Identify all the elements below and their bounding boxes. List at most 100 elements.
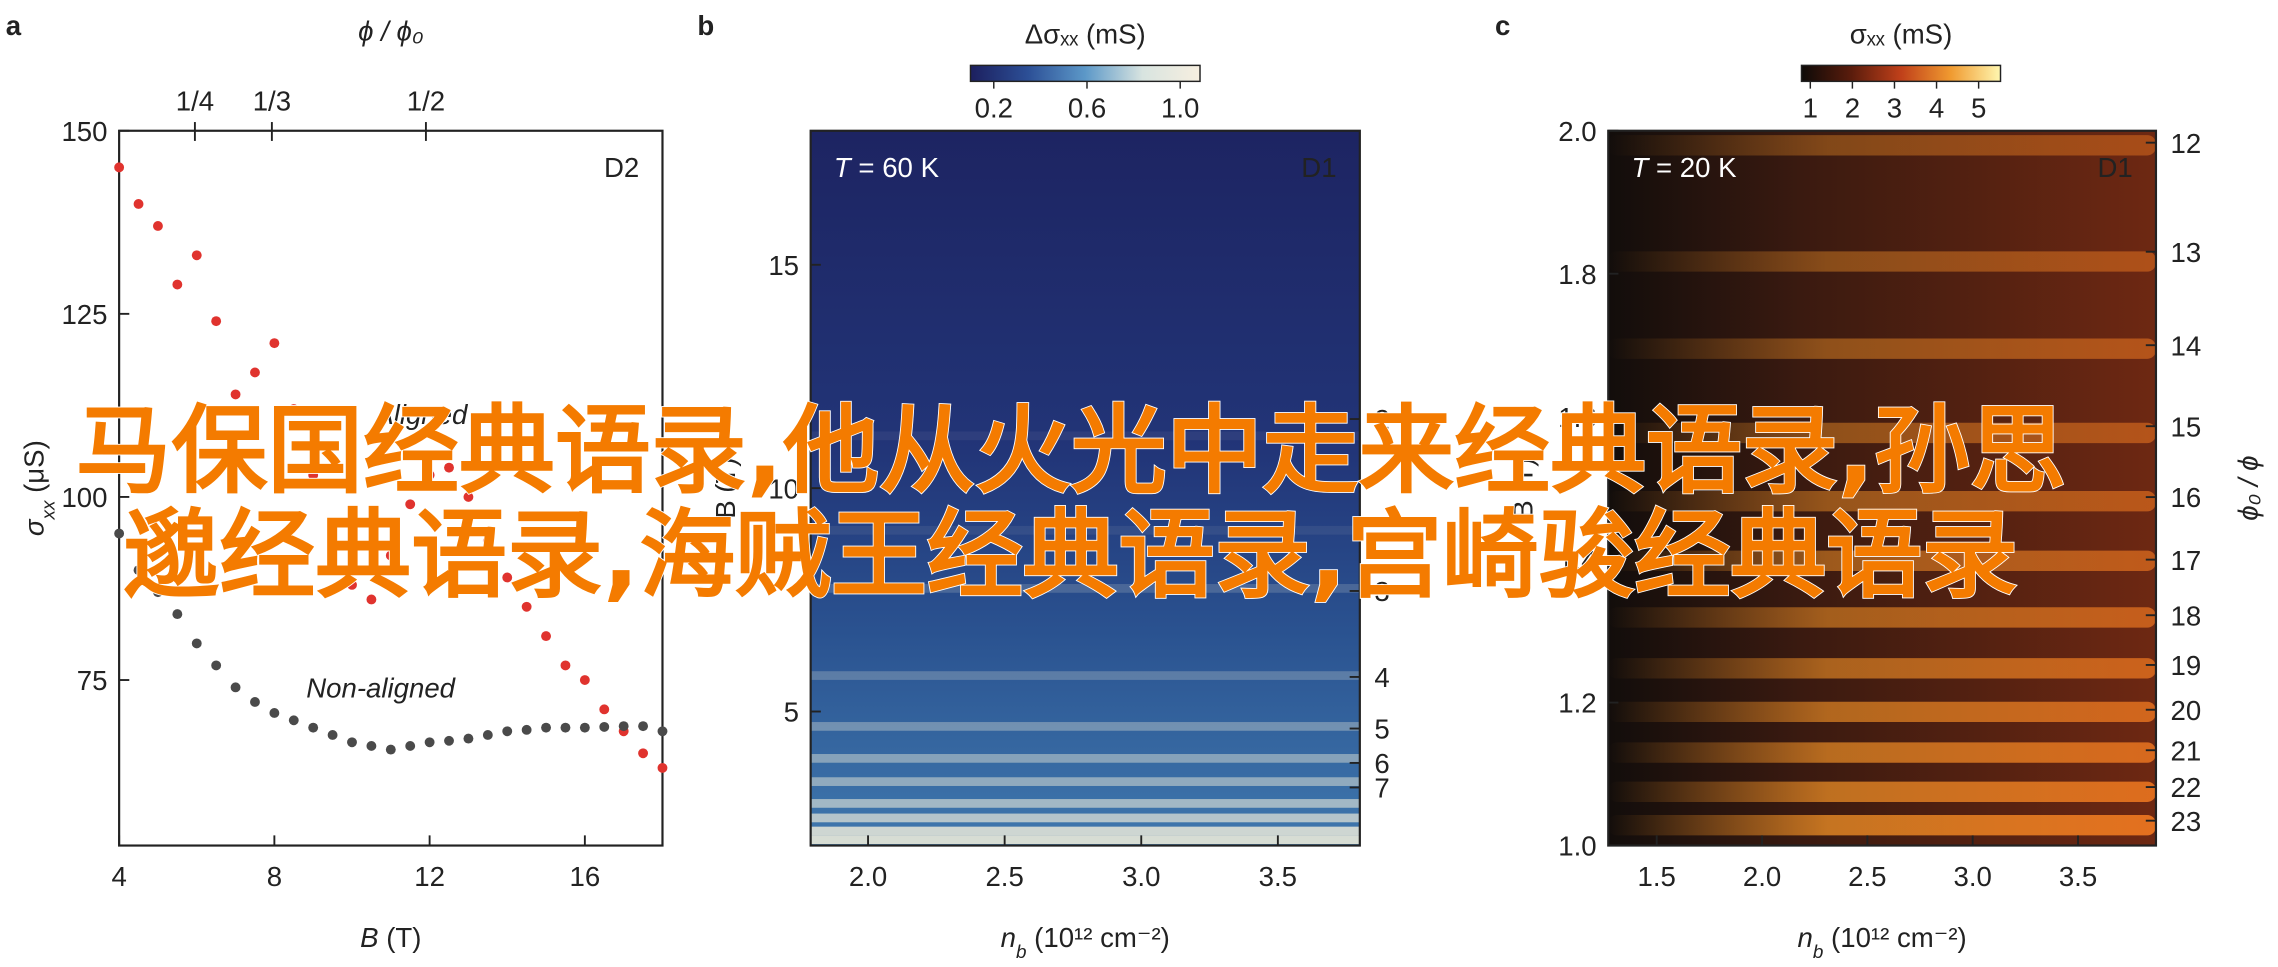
data-point bbox=[424, 737, 435, 748]
data-point bbox=[618, 721, 629, 732]
annotation: T = 20 K bbox=[1632, 152, 1738, 183]
y-tick-label: 2.0 bbox=[1558, 116, 1596, 147]
data-point bbox=[191, 250, 202, 261]
y-tick-label: 1.8 bbox=[1558, 259, 1596, 290]
annotation: T = 60 K bbox=[834, 152, 940, 183]
label-part: (10¹² cm⁻²) bbox=[1027, 922, 1170, 953]
y-tick-label: 1.0 bbox=[1558, 831, 1596, 862]
x-tick-label: 8 bbox=[267, 861, 282, 892]
heatmap-b-stripes bbox=[810, 431, 1360, 845]
label-part: xx bbox=[38, 500, 59, 520]
x2-axis-label: ϕ / ϕ₀ bbox=[358, 16, 423, 47]
stripe bbox=[810, 826, 1360, 836]
data-point bbox=[444, 462, 454, 473]
y-tick-label: 5 bbox=[784, 697, 799, 728]
data-point bbox=[250, 697, 260, 707]
x2-tick-label: 1/3 bbox=[253, 85, 291, 116]
y2-tick-label: 4 bbox=[1374, 662, 1389, 693]
x-tick-label: 2.0 bbox=[1743, 861, 1781, 892]
colorbar-tick-label: 1 bbox=[1803, 93, 1818, 124]
data-point bbox=[482, 535, 493, 546]
stripe bbox=[1608, 422, 2156, 444]
y-axis-label: B (T) bbox=[710, 457, 741, 518]
data-point bbox=[347, 579, 357, 590]
label-part: (10¹² cm⁻²) bbox=[1823, 922, 1966, 953]
data-point bbox=[114, 528, 125, 539]
stripe bbox=[1608, 491, 2156, 512]
stripe bbox=[810, 525, 1360, 535]
label-part: b bbox=[1813, 942, 1824, 963]
y2-axis-label: ϕ₀ / ϕ bbox=[2233, 455, 2264, 520]
y-tick-label: 1.2 bbox=[1558, 688, 1596, 719]
y2-tick-label: 20 bbox=[2170, 695, 2201, 726]
data-point bbox=[638, 748, 649, 759]
label-part: T bbox=[1632, 152, 1651, 183]
data-point bbox=[288, 715, 299, 726]
data-point bbox=[405, 740, 416, 751]
data-point bbox=[463, 491, 474, 502]
stripe bbox=[810, 813, 1360, 823]
data-point bbox=[541, 722, 551, 733]
data-point bbox=[541, 631, 551, 642]
data-point bbox=[560, 722, 571, 733]
x-axis-label: nb (10¹² cm⁻²) bbox=[1798, 922, 1967, 963]
data-point bbox=[366, 594, 377, 605]
stripe bbox=[810, 431, 1360, 441]
data-point bbox=[657, 762, 668, 773]
series-label: Aligned bbox=[373, 399, 469, 430]
data-point bbox=[463, 733, 474, 744]
data-point bbox=[385, 744, 396, 755]
x-tick-label: 2.5 bbox=[985, 861, 1023, 892]
colorbar-tick-label: 5 bbox=[1971, 93, 1986, 124]
y-tick-label: 1.4 bbox=[1558, 545, 1596, 576]
stripe bbox=[1608, 815, 2156, 836]
y2-tick-label: 21 bbox=[2170, 735, 2201, 766]
stripe bbox=[810, 722, 1360, 731]
y2-tick-label: 23 bbox=[2170, 806, 2201, 837]
data-point bbox=[133, 565, 144, 576]
panel-letter: a bbox=[6, 10, 22, 41]
stripe bbox=[1608, 251, 2156, 272]
annotation: D1 bbox=[2097, 152, 2132, 183]
stripe bbox=[1608, 338, 2156, 359]
label-part: n bbox=[1798, 922, 1813, 953]
data-point bbox=[521, 724, 532, 735]
data-point bbox=[230, 682, 241, 693]
y-tick-label: 125 bbox=[61, 299, 107, 330]
stripe bbox=[1608, 701, 2156, 723]
y-tick-label: 10 bbox=[768, 473, 799, 504]
data-point bbox=[327, 730, 338, 740]
label-part: σ bbox=[19, 518, 50, 536]
y-axis-label: σxx (μS) bbox=[19, 440, 60, 536]
stripe bbox=[1608, 135, 2156, 156]
x-axis-label: nb (10¹² cm⁻²) bbox=[1001, 922, 1170, 963]
panel-letter: b bbox=[697, 10, 714, 41]
y2-tick-label: 12 bbox=[2170, 128, 2201, 159]
data-point bbox=[444, 735, 454, 746]
data-point bbox=[114, 162, 125, 173]
colorbar bbox=[969, 64, 1201, 83]
label-part: T bbox=[834, 152, 853, 183]
stripe bbox=[810, 835, 1360, 845]
data-point bbox=[250, 367, 260, 378]
x-tick-label: 16 bbox=[570, 861, 601, 892]
label-part: B bbox=[360, 922, 378, 953]
stripe bbox=[810, 671, 1360, 680]
colorbar-label: Δσₓₓ (mS) bbox=[1025, 19, 1146, 50]
label-part: (μS) bbox=[19, 440, 50, 500]
x2-tick-label: 1/4 bbox=[176, 85, 214, 116]
data-point bbox=[579, 675, 590, 685]
stripe bbox=[810, 777, 1360, 786]
data-point bbox=[211, 660, 222, 671]
data-point bbox=[211, 316, 222, 327]
data-point bbox=[133, 199, 144, 209]
x-tick-label: 12 bbox=[414, 861, 445, 892]
stripe bbox=[1608, 607, 2156, 628]
heatmap-c-field bbox=[1608, 130, 2156, 846]
colorbar-tick-label: 4 bbox=[1929, 93, 1944, 124]
y2-tick-label: 22 bbox=[2170, 772, 2201, 803]
overlay-text: 邈经典语录,海贼王经典语录,宫崎骏经典语录 bbox=[123, 499, 2017, 611]
y-tick-label: 1.6 bbox=[1558, 402, 1596, 433]
data-point bbox=[560, 660, 571, 671]
